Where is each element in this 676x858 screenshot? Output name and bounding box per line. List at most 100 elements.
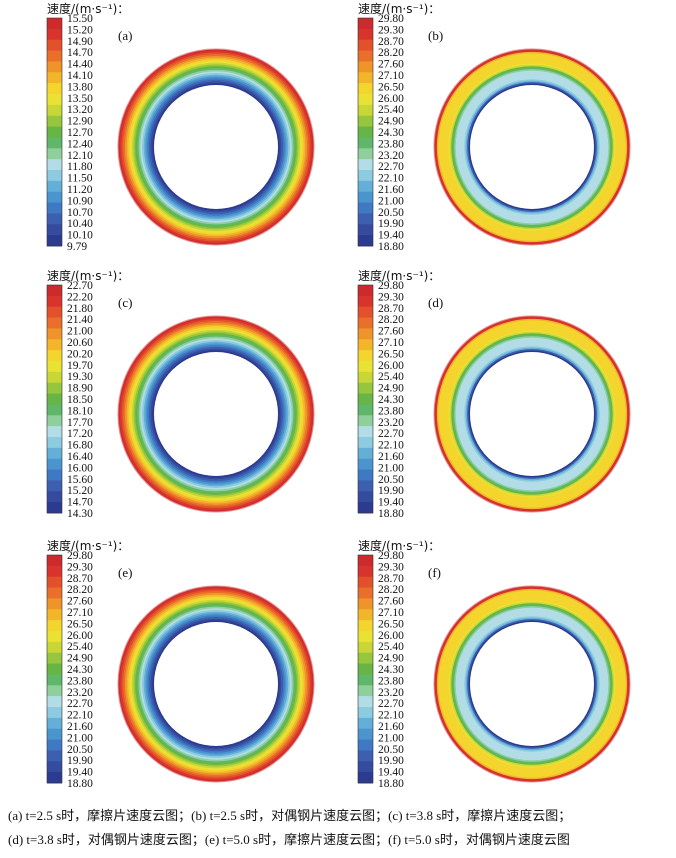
colorbar-segment bbox=[47, 317, 62, 329]
colorbar-segment bbox=[47, 491, 62, 503]
panel-label-a: (a) bbox=[118, 28, 133, 43]
colorbar-tick-label: 10.40 bbox=[67, 218, 93, 230]
colorbar-segment bbox=[358, 18, 373, 30]
colorbar-segment bbox=[47, 361, 62, 373]
colorbar-tick-label: 29.30 bbox=[67, 561, 93, 573]
colorbar-tick-label: 18.10 bbox=[67, 405, 93, 417]
contour-ring-b bbox=[433, 48, 631, 246]
colorbar-segment bbox=[358, 620, 373, 632]
colorbar-segment bbox=[358, 415, 373, 427]
colorbar-segment bbox=[47, 469, 62, 481]
colorbar-tick-label: 27.60 bbox=[378, 596, 404, 608]
colorbar-tick-label: 14.30 bbox=[67, 508, 93, 520]
colorbar-tick-label: 17.70 bbox=[67, 417, 93, 429]
colorbar-segment bbox=[47, 663, 62, 675]
colorbar-tick-label: 23.80 bbox=[378, 675, 404, 687]
colorbar-tick-label: 28.20 bbox=[378, 314, 404, 326]
colorbar-segment bbox=[358, 469, 373, 481]
colorbar-frame bbox=[357, 554, 374, 784]
colorbar-tick-label: 20.60 bbox=[67, 337, 93, 349]
colorbar-segment bbox=[358, 306, 373, 318]
colorbar-tick-label: 26.50 bbox=[378, 81, 404, 93]
colorbar-tick-label: 14.90 bbox=[67, 36, 93, 48]
colorbar-segment bbox=[358, 674, 373, 686]
colorbar-tick-label: 21.40 bbox=[67, 314, 93, 326]
colorbar-tick-label: 15.60 bbox=[67, 474, 93, 486]
colorbar-segment bbox=[358, 126, 373, 138]
legend-unit-title: 速度/(m·s⁻¹)： bbox=[358, 2, 441, 16]
colorbar-segment bbox=[47, 371, 62, 384]
colorbar-frame bbox=[357, 17, 374, 247]
colorbar-tick-label: 27.60 bbox=[378, 59, 404, 71]
colorbar-tick-label: 13.20 bbox=[67, 104, 93, 116]
colorbar-tick-label: 21.60 bbox=[378, 451, 404, 463]
colorbar-tick-label: 27.60 bbox=[67, 596, 93, 608]
legend-unit-title: 速度/(m·s⁻¹)： bbox=[47, 2, 130, 16]
colorbar-tick-label: 24.90 bbox=[378, 116, 404, 128]
colorbar-segment bbox=[358, 28, 373, 41]
colorbar-tick-label: 14.70 bbox=[67, 47, 93, 59]
colorbar-segment bbox=[358, 361, 373, 373]
colorbar-tick-label: 26.00 bbox=[67, 630, 93, 642]
ring-inner-hole bbox=[470, 622, 594, 746]
colorbar-tick-label: 28.70 bbox=[378, 36, 404, 48]
panel-label-f: (f) bbox=[428, 565, 441, 580]
colorbar-segment bbox=[358, 750, 373, 762]
colorbar-tick-label: 24.30 bbox=[378, 394, 404, 406]
colorbar-segment bbox=[47, 115, 62, 127]
colorbar-tick-label: 9.79 bbox=[67, 241, 87, 253]
colorbar-segment bbox=[47, 696, 62, 708]
legend-unit-title: 速度/(m·s⁻¹)： bbox=[358, 539, 441, 553]
colorbar-tick-label: 29.30 bbox=[378, 291, 404, 303]
colorbar-tick-label: 23.80 bbox=[378, 405, 404, 417]
colorbar-segment bbox=[47, 180, 62, 193]
colorbar-segment bbox=[358, 50, 373, 62]
colorbar-tick-label: 18.80 bbox=[378, 508, 404, 520]
colorbar-segment bbox=[47, 224, 62, 236]
colorbar-tick-label: 14.40 bbox=[67, 59, 93, 71]
ring-inner-hole bbox=[470, 352, 594, 476]
colorbar-segment bbox=[358, 191, 373, 203]
contour-ring-f bbox=[433, 585, 631, 783]
colorbar-tick-label: 20.50 bbox=[378, 207, 404, 219]
colorbar-segment bbox=[47, 295, 62, 308]
colorbar-tick-label: 14.10 bbox=[67, 70, 93, 82]
colorbar-tick-label: 29.80 bbox=[378, 280, 404, 292]
colorbar-segment bbox=[358, 148, 373, 160]
panel-f: 速度/(m·s⁻¹)： 29.80 29.30 28.70 28.20 27.60 27.… bbox=[338, 537, 668, 799]
colorbar-tick-label: 21.00 bbox=[67, 732, 93, 744]
colorbar-tick-label: 21.00 bbox=[378, 195, 404, 207]
colorbar-tick-label: 12.90 bbox=[67, 116, 93, 128]
colorbar-segment bbox=[358, 437, 373, 449]
colorbar-segment bbox=[358, 609, 373, 621]
colorbar-tick-label: 19.70 bbox=[67, 360, 93, 372]
colorbar-tick-label: 10.10 bbox=[67, 230, 93, 242]
colorbar-segment bbox=[47, 137, 62, 149]
colorbar-tick-label: 16.00 bbox=[67, 462, 93, 474]
contour-ring-e bbox=[117, 585, 315, 783]
colorbar-segment bbox=[47, 555, 62, 567]
colorbar-tick-label: 20.50 bbox=[378, 744, 404, 756]
colorbar-segment bbox=[47, 565, 62, 578]
colorbar-segment bbox=[47, 50, 62, 62]
colorbar-segment bbox=[358, 663, 373, 675]
colorbar-tick-label: 18.50 bbox=[67, 394, 93, 406]
colorbar-frame bbox=[357, 284, 374, 514]
colorbar-segment bbox=[358, 137, 373, 149]
colorbar-tick-label: 18.80 bbox=[378, 241, 404, 253]
colorbar-segment bbox=[47, 61, 62, 73]
colorbar-segment bbox=[47, 502, 62, 514]
panel-b: 速度/(m·s⁻¹)： 29.80 29.30 28.70 28.20 27.60 27.… bbox=[338, 0, 668, 262]
colorbar-tick-label: 24.90 bbox=[67, 653, 93, 665]
ring-inner-hole bbox=[154, 622, 278, 746]
colorbar-tick-label: 26.00 bbox=[378, 360, 404, 372]
colorbar-segment bbox=[47, 170, 62, 182]
colorbar-segment bbox=[358, 739, 373, 751]
colorbar-segment bbox=[47, 393, 62, 405]
colorbar-tick-label: 12.40 bbox=[67, 138, 93, 150]
colorbar-tick-label: 20.20 bbox=[67, 348, 93, 360]
colorbar-tick-label: 29.30 bbox=[378, 24, 404, 36]
colorbar-segment bbox=[358, 83, 373, 95]
colorbar-f: 29.8029.3028.7028.2027.6027.1026.5026.00… bbox=[357, 550, 404, 790]
colorbar-segment bbox=[47, 404, 62, 416]
